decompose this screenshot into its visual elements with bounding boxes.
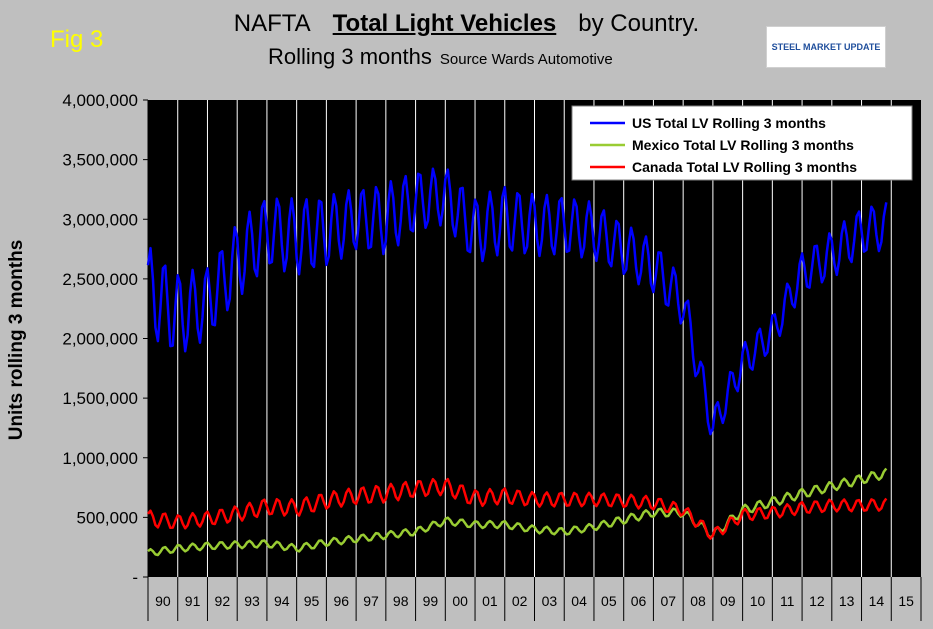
chart-subtitle: Rolling 3 months Source Wards Automotive bbox=[268, 44, 613, 70]
steel-market-update-logo: STEEL MARKET UPDATE bbox=[766, 26, 886, 68]
y-tick-label: 1,500,000 bbox=[62, 389, 138, 408]
y-tick-label: 2,000,000 bbox=[62, 330, 138, 349]
x-tick-label: 13 bbox=[839, 593, 855, 609]
x-tick-label: 09 bbox=[720, 593, 736, 609]
x-tick-label: 95 bbox=[304, 593, 320, 609]
x-tick-label: 94 bbox=[274, 593, 290, 609]
figure-label: Fig 3 bbox=[50, 26, 104, 53]
subtitle-source: Source Wards Automotive bbox=[439, 51, 613, 68]
title-main: Total Light Vehicles bbox=[332, 10, 557, 37]
x-tick-label: 91 bbox=[185, 593, 201, 609]
x-tick-label: 14 bbox=[869, 593, 885, 609]
x-tick-label: 04 bbox=[571, 593, 587, 609]
series-line bbox=[147, 477, 888, 540]
y-tick-label: 3,500,000 bbox=[62, 151, 138, 170]
y-tick-label: 1,000,000 bbox=[62, 449, 138, 468]
x-tick-label: 02 bbox=[512, 593, 528, 609]
series-line bbox=[146, 167, 888, 436]
x-tick-label: 08 bbox=[690, 593, 706, 609]
x-tick-label: 96 bbox=[333, 593, 349, 609]
x-tick-label: 97 bbox=[363, 593, 379, 609]
x-tick-label: 05 bbox=[601, 593, 617, 609]
x-tick-label: 06 bbox=[631, 593, 647, 609]
x-tick-label: 98 bbox=[393, 593, 409, 609]
y-tick-label: 2,500,000 bbox=[62, 270, 138, 289]
x-tick-label: 99 bbox=[423, 593, 439, 609]
title-prefix: NAFTA bbox=[233, 10, 311, 37]
subtitle-main: Rolling 3 months bbox=[268, 44, 432, 69]
legend-label: US Total LV Rolling 3 months bbox=[632, 115, 826, 131]
legend-box bbox=[571, 105, 913, 181]
x-tick-label: 01 bbox=[482, 593, 498, 609]
x-tick-label: 12 bbox=[809, 593, 825, 609]
x-tick-label: 07 bbox=[660, 593, 676, 609]
y-tick-label: 500,000 bbox=[77, 508, 138, 527]
y-axis: - 500,000 1,000,000 1,500,000 2,000,000 2,500… bbox=[62, 91, 149, 587]
y-tick-label: - bbox=[132, 568, 138, 587]
x-tick-label: 10 bbox=[750, 593, 766, 609]
legend: US Total LV Rolling 3 months Mexico Total… bbox=[571, 105, 913, 181]
series-lines bbox=[146, 167, 888, 557]
year-grid-lines bbox=[177, 100, 892, 577]
x-tick-label: 15 bbox=[898, 593, 914, 609]
y-tick-label: 4,000,000 bbox=[62, 91, 138, 110]
y-tick-label: 3,000,000 bbox=[62, 210, 138, 229]
legend-label: Canada Total LV Rolling 3 months bbox=[632, 159, 857, 175]
x-tick-label: 00 bbox=[452, 593, 468, 609]
legend-label: Mexico Total LV Rolling 3 months bbox=[632, 137, 854, 153]
logo-text: STEEL MARKET UPDATE bbox=[771, 42, 881, 52]
x-tick-label: 92 bbox=[215, 593, 231, 609]
x-tick-label: 03 bbox=[542, 593, 558, 609]
chart-title: NAFTA Total Light Vehicles by Country. bbox=[0, 10, 933, 38]
series-line bbox=[147, 467, 888, 557]
x-axis: 90 91 92 93 94 95 96 97 98 99 00 01 02 03 04 05 06 07 08 09… bbox=[147, 577, 922, 621]
title-suffix: by Country. bbox=[578, 10, 700, 37]
x-tick-label: 11 bbox=[780, 593, 795, 609]
x-tick-label: 90 bbox=[155, 593, 171, 609]
y-axis-label: Units rolling 3 months bbox=[6, 240, 27, 441]
x-tick-label: 93 bbox=[244, 593, 260, 609]
